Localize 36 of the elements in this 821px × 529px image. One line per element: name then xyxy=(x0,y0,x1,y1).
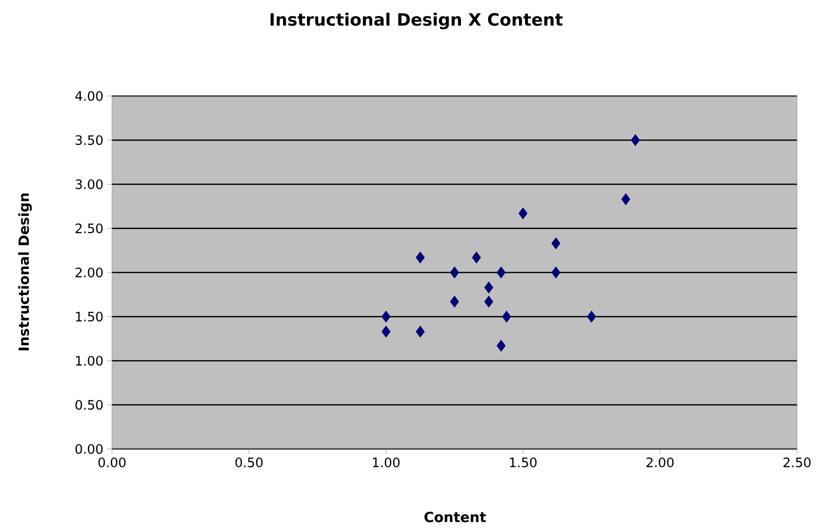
point xyxy=(551,238,560,250)
point xyxy=(382,326,390,338)
y-tick-label: 2.00 xyxy=(76,268,103,278)
y-axis-title: Instructional Design xyxy=(18,193,32,350)
y-tick-label: 0.50 xyxy=(76,400,103,410)
point xyxy=(496,266,506,278)
y-tick-label: 1.00 xyxy=(76,356,103,366)
x-tick-label: 0.50 xyxy=(235,458,263,468)
point xyxy=(450,296,459,308)
y-tick-label: 1.50 xyxy=(76,312,103,322)
y-tick-label: 3.50 xyxy=(76,135,103,146)
point xyxy=(416,326,425,338)
x-axis-title: Content xyxy=(424,512,486,522)
point xyxy=(621,193,630,206)
y-tick-label: 0.00 xyxy=(76,444,103,454)
point xyxy=(630,134,640,146)
point xyxy=(551,266,560,278)
point xyxy=(484,296,494,308)
chart-title: Instructional Design X Content xyxy=(270,12,563,30)
y-tick-label: 4.00 xyxy=(75,91,103,101)
y-tick-label: 2.50 xyxy=(76,223,103,234)
point xyxy=(587,310,596,322)
point xyxy=(496,340,506,352)
point xyxy=(502,310,511,322)
point xyxy=(484,282,494,294)
x-tick-label: 2.50 xyxy=(784,458,811,468)
x-tick-label: 1.50 xyxy=(510,458,537,468)
x-tick-label: 2.00 xyxy=(646,458,674,468)
point xyxy=(450,266,459,278)
y-tick-label: 3.00 xyxy=(76,179,103,190)
x-tick-label: 0.00 xyxy=(98,458,126,468)
point xyxy=(416,252,425,264)
x-tick-label: 1.00 xyxy=(373,458,400,468)
point xyxy=(382,310,390,322)
point xyxy=(518,208,528,220)
point xyxy=(472,252,481,264)
